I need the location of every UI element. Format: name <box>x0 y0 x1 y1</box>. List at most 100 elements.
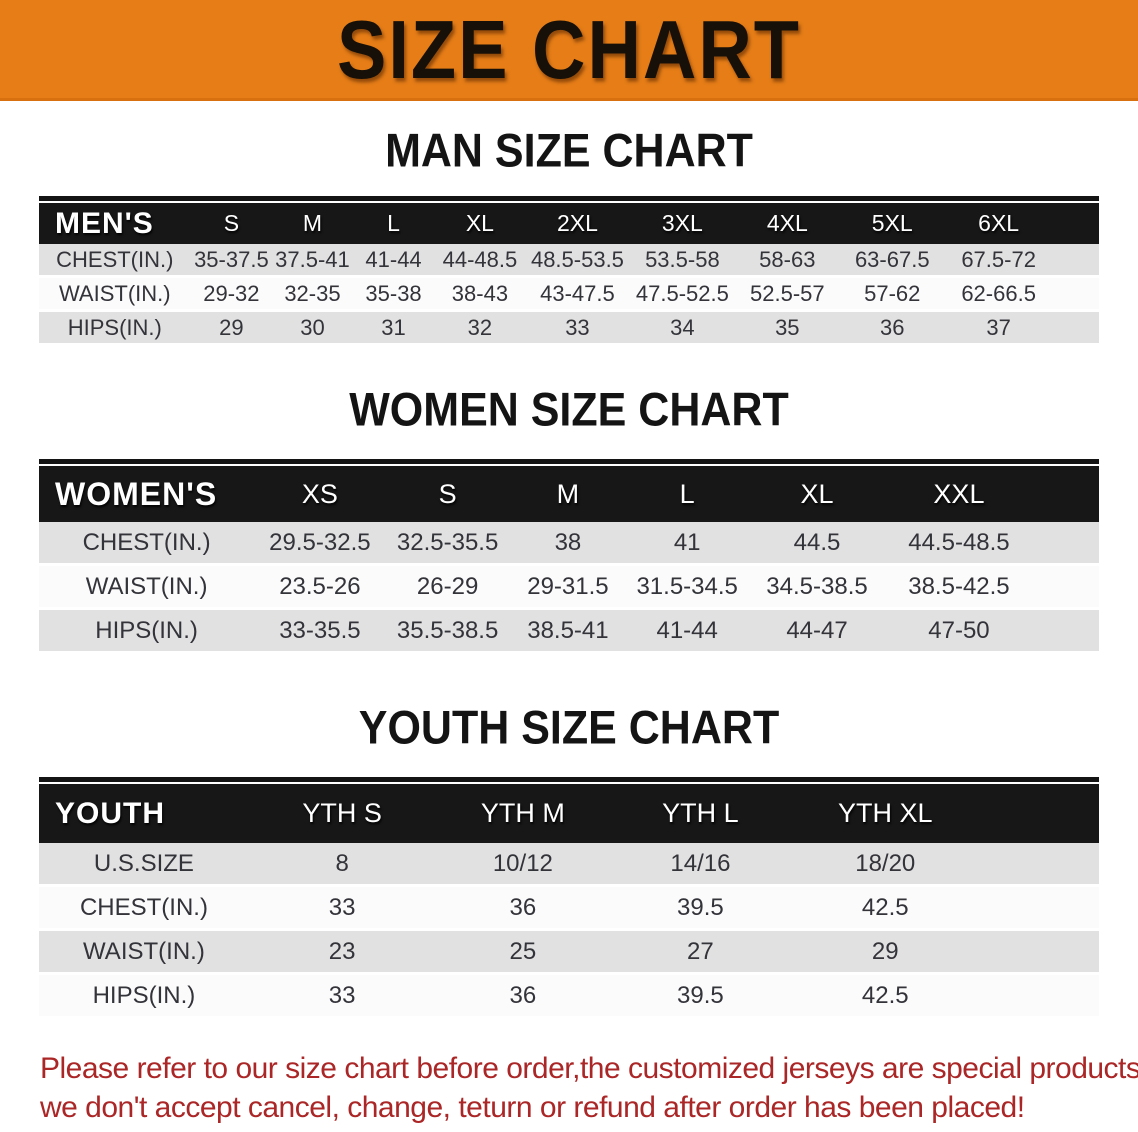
size-value-cell: 33 <box>248 887 436 931</box>
size-column-header: YTH M <box>435 784 611 843</box>
size-value-cell: 33 <box>525 312 630 346</box>
size-value-cell: 39.5 <box>610 887 791 931</box>
measurement-row: HIPS(IN.) 33-35.5 35.5-38.5 38.5-41 41-44 44-… <box>39 610 1099 654</box>
size-value-cell: 10/12 <box>435 843 611 887</box>
measurement-row-label: CHEST(IN.) <box>39 887 249 931</box>
size-value-cell: 37 <box>945 312 1099 346</box>
size-table-header-row: WOMEN'S XS S M L XL XXL <box>39 466 1099 522</box>
size-value-cell: 29 <box>190 312 273 346</box>
measurement-row: CHEST(IN.) 33 36 39.5 42.5 <box>39 887 1099 931</box>
size-value-cell: 63-67.5 <box>839 244 946 278</box>
size-column-header: YTH S <box>248 784 436 843</box>
table-title-cell: MEN'S <box>39 203 191 244</box>
measurement-row-label: WAIST(IN.) <box>39 278 191 312</box>
measurement-row-label: HIPS(IN.) <box>39 975 249 1019</box>
size-column-header: M <box>272 203 353 244</box>
size-column-header: 4XL <box>735 203 840 244</box>
size-value-cell: 29.5-32.5 <box>254 522 386 566</box>
size-value-cell: 23.5-26 <box>254 566 386 610</box>
size-value-cell: 36 <box>435 887 611 931</box>
size-value-cell: 32.5-35.5 <box>385 522 510 566</box>
men-size-table-container: MEN'S S M L XL 2XL 3XL 4XL 5XL 6XL CHEST(IN.) 35-37… <box>39 196 1099 346</box>
size-value-cell: 41 <box>626 522 749 566</box>
size-value-cell: 18/20 <box>790 843 1099 887</box>
size-value-cell: 44-48.5 <box>434 244 526 278</box>
size-value-cell: 52.5-57 <box>735 278 840 312</box>
size-column-header: YTH L <box>610 784 791 843</box>
size-value-cell: 35.5-38.5 <box>385 610 510 654</box>
size-column-header: S <box>190 203 273 244</box>
size-value-cell: 34 <box>629 312 736 346</box>
women-size-table-container: WOMEN'S XS S M L XL XXL CHEST(IN.) 29.5-32.5 32.5… <box>39 459 1099 654</box>
size-value-cell: 33-35.5 <box>254 610 386 654</box>
size-value-cell: 53.5-58 <box>629 244 736 278</box>
order-policy-note-line2: we don't accept cancel, change, teturn o… <box>40 1091 1025 1124</box>
size-value-cell: 34.5-38.5 <box>748 566 886 610</box>
size-value-cell: 48.5-53.5 <box>525 244 630 278</box>
size-value-cell: 38 <box>509 522 627 566</box>
women-size-chart-heading: WOMEN SIZE CHART <box>349 383 789 437</box>
man-size-chart-heading: MAN SIZE CHART <box>385 124 753 178</box>
size-column-header: S <box>385 466 510 522</box>
measurement-row-label: U.S.SIZE <box>39 843 249 887</box>
table-title-cell: WOMEN'S <box>39 466 255 522</box>
size-value-cell: 27 <box>610 931 791 975</box>
size-value-cell: 42.5 <box>790 975 1099 1019</box>
size-value-cell: 8 <box>248 843 436 887</box>
size-value-cell: 38-43 <box>434 278 526 312</box>
size-value-cell: 33 <box>248 975 436 1019</box>
size-column-header: XXL <box>885 466 1099 522</box>
size-value-cell: 38.5-42.5 <box>885 566 1099 610</box>
size-value-cell: 25 <box>435 931 611 975</box>
size-value-cell: 30 <box>272 312 353 346</box>
size-value-cell: 39.5 <box>610 975 791 1019</box>
size-value-cell: 36 <box>435 975 611 1019</box>
youth-size-table-container: YOUTH YTH S YTH M YTH L YTH XL U.S.SIZE 8 10/12… <box>39 777 1099 1019</box>
size-value-cell: 41-44 <box>352 244 435 278</box>
women-size-table: WOMEN'S XS S M L XL XXL CHEST(IN.) 29.5-32.5 32.5… <box>39 466 1099 654</box>
size-column-header: 2XL <box>525 203 630 244</box>
size-column-header: XL <box>748 466 886 522</box>
size-value-cell: 26-29 <box>385 566 510 610</box>
size-value-cell: 44.5 <box>748 522 886 566</box>
size-column-header: YTH XL <box>790 784 1099 843</box>
size-value-cell: 62-66.5 <box>945 278 1099 312</box>
table-title-cell: YOUTH <box>39 784 249 843</box>
measurement-row-label: CHEST(IN.) <box>39 522 255 566</box>
size-value-cell: 38.5-41 <box>509 610 627 654</box>
size-value-cell: 31 <box>352 312 435 346</box>
order-policy-note-line1: Please refer to our size chart before or… <box>40 1052 1138 1085</box>
size-value-cell: 41-44 <box>626 610 749 654</box>
size-value-cell: 42.5 <box>790 887 1099 931</box>
size-column-header: XS <box>254 466 386 522</box>
size-value-cell: 31.5-34.5 <box>626 566 749 610</box>
measurement-row: WAIST(IN.) 23 25 27 29 <box>39 931 1099 975</box>
size-chart-banner: SIZE CHART <box>0 0 1138 101</box>
order-policy-note: Please refer to our size chart before or… <box>40 1049 1138 1127</box>
size-column-header: 5XL <box>839 203 946 244</box>
size-value-cell: 58-63 <box>735 244 840 278</box>
size-value-cell: 44.5-48.5 <box>885 522 1099 566</box>
size-value-cell: 23 <box>248 931 436 975</box>
measurement-row: CHEST(IN.) 29.5-32.5 32.5-35.5 38 41 44.5 44.5… <box>39 522 1099 566</box>
youth-size-table: YOUTH YTH S YTH M YTH L YTH XL U.S.SIZE 8 10/12… <box>39 784 1099 1019</box>
size-value-cell: 14/16 <box>610 843 791 887</box>
size-value-cell: 43-47.5 <box>525 278 630 312</box>
size-value-cell: 44-47 <box>748 610 886 654</box>
size-value-cell: 47-50 <box>885 610 1099 654</box>
men-size-table: MEN'S S M L XL 2XL 3XL 4XL 5XL 6XL CHEST(IN.) 35-37… <box>39 203 1099 346</box>
size-column-header: L <box>626 466 749 522</box>
youth-size-chart-heading: YOUTH SIZE CHART <box>358 701 780 755</box>
measurement-row: WAIST(IN.) 23.5-26 26-29 29-31.5 31.5-34.5 34… <box>39 566 1099 610</box>
size-value-cell: 32-35 <box>272 278 353 312</box>
size-value-cell: 35 <box>735 312 840 346</box>
size-value-cell: 29 <box>790 931 1099 975</box>
size-value-cell: 37.5-41 <box>272 244 353 278</box>
size-table-header-row: YOUTH YTH S YTH M YTH L YTH XL <box>39 784 1099 843</box>
measurement-row-label: WAIST(IN.) <box>39 566 255 610</box>
measurement-row-label: HIPS(IN.) <box>39 312 191 346</box>
measurement-row: HIPS(IN.) 29 30 31 32 33 34 35 36 37 <box>39 312 1099 346</box>
size-column-header: L <box>352 203 435 244</box>
measurement-row-label: WAIST(IN.) <box>39 931 249 975</box>
size-value-cell: 47.5-52.5 <box>629 278 736 312</box>
